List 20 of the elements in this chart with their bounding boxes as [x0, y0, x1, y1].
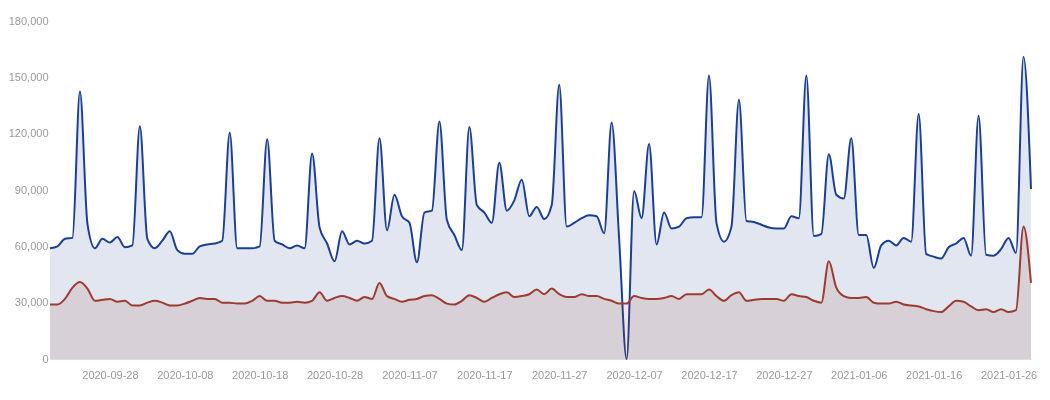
x-tick-label: 2020-10-08: [157, 368, 214, 381]
x-tick-label: 2021-01-06: [831, 368, 888, 381]
x-tick-label: 2021-01-16: [906, 368, 963, 381]
x-tick-label: 2020-10-18: [232, 368, 289, 381]
y-tick-label: 120,000: [8, 127, 49, 140]
y-tick-label: 0: [42, 352, 49, 365]
x-tick-label: 2020-12-17: [681, 368, 738, 381]
x-tick-label: 2020-09-28: [82, 368, 139, 381]
y-tick-label: 90,000: [14, 183, 49, 196]
x-tick-label: 2020-10-28: [306, 368, 364, 381]
y-tick-label: 150,000: [8, 70, 49, 83]
x-tick-label: 2020-12-27: [756, 368, 813, 381]
x-tick-label: 2021-01-26: [980, 368, 1038, 381]
x-tick-label: 2020-11-17: [457, 368, 513, 381]
x-tick-label: 2020-12-07: [606, 368, 663, 381]
y-tick-label: 60,000: [14, 239, 49, 252]
y-tick-label: 180,000: [8, 14, 49, 27]
x-tick-label: 2020-11-07: [382, 368, 438, 381]
x-tick-label: 2020-11-27: [531, 368, 588, 381]
y-tick-label: 30,000: [14, 296, 49, 309]
